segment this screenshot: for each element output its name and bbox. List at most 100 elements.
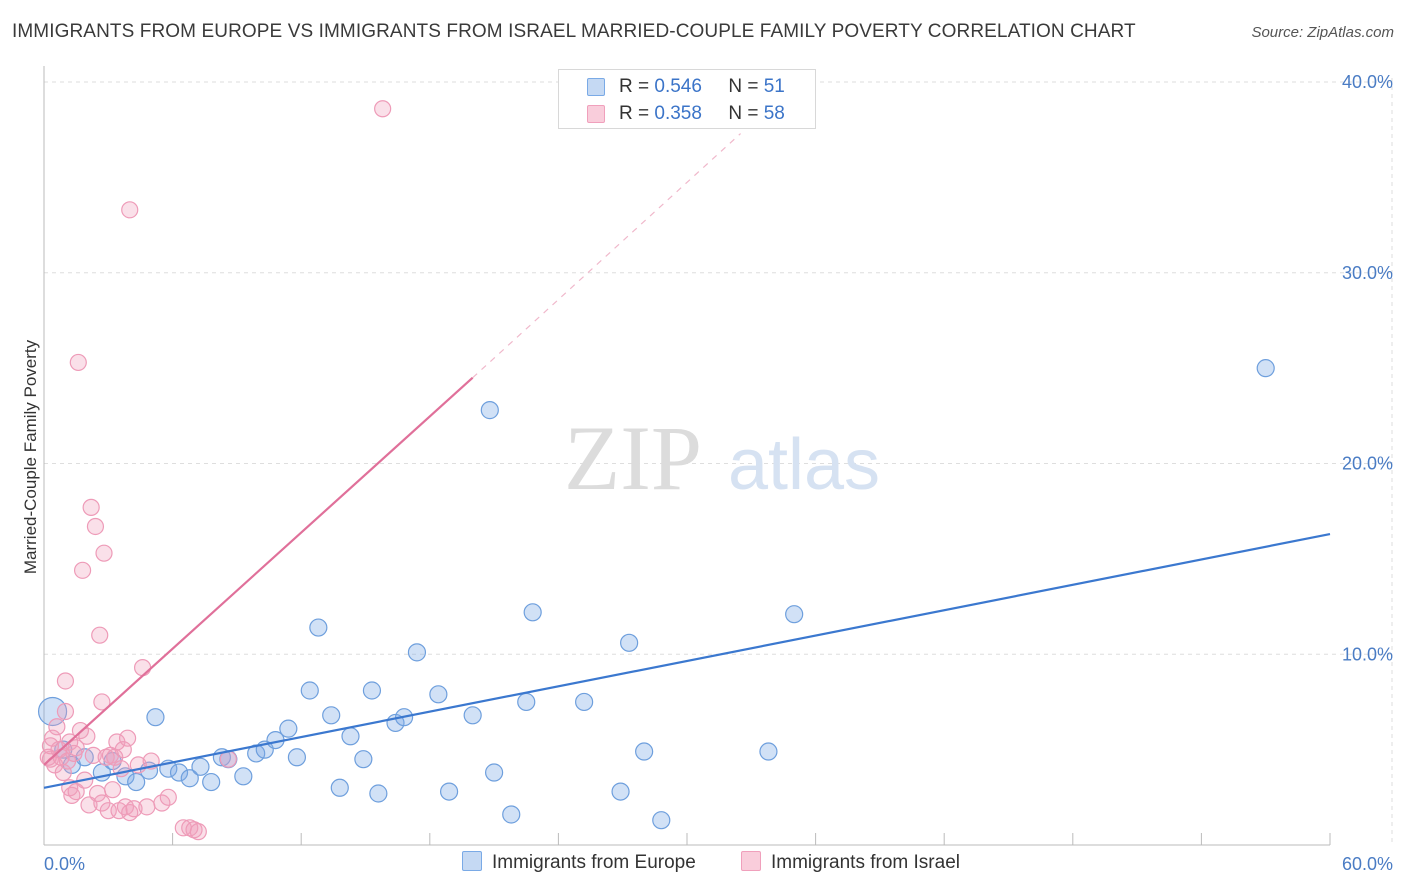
legend-r-value-europe: 0.546 [654, 76, 702, 97]
europe-trend-line [43, 533, 1331, 789]
bottom-legend-israel: Immigrants from Israel [741, 851, 960, 874]
israel-point [133, 659, 152, 677]
source-label: Source: ZipAtlas.com [1251, 24, 1394, 41]
europe-point [309, 618, 328, 637]
bottom-legend-label-europe: Immigrants from Europe [492, 852, 696, 873]
legend-r-label-europe: R = [619, 76, 650, 97]
europe-point [180, 769, 199, 788]
israel-point [103, 781, 122, 799]
europe-point [652, 811, 671, 830]
bottom-legend-swatch-europe [462, 851, 482, 871]
europe-point [127, 772, 146, 792]
gridlines [44, 78, 1393, 845]
bottom-legend-europe: Immigrants from Europe [462, 851, 696, 874]
europe-point [620, 633, 639, 652]
europe-point [480, 401, 499, 420]
israel-point [118, 729, 137, 747]
europe-point [279, 719, 298, 738]
trend-lines [43, 133, 1331, 789]
europe-point [234, 767, 253, 786]
europe-point [575, 692, 594, 712]
y-tick-label: 10.0% [1342, 644, 1393, 664]
europe-point [635, 742, 654, 761]
europe-point [463, 706, 482, 725]
europe-point [429, 685, 448, 704]
israel-point [78, 727, 96, 745]
europe-point [485, 763, 504, 782]
israel-point [91, 626, 109, 644]
europe-point [759, 742, 778, 761]
europe-point [322, 706, 341, 725]
europe-point [341, 727, 360, 746]
watermark-atlas: atlas [728, 425, 880, 505]
legend-r-value-israel: 0.358 [654, 103, 702, 124]
bottom-legend-swatch-israel [741, 851, 761, 871]
legend-row-israel: R = 0.358 N = 58 [559, 101, 815, 127]
europe-point [354, 750, 373, 769]
israel-point [86, 517, 105, 536]
israel-point [84, 746, 102, 764]
legend-row-europe: R = 0.546 N = 51 [559, 74, 815, 100]
series-israel-points [39, 100, 392, 841]
israel-point [56, 702, 75, 721]
europe-point [369, 784, 388, 803]
israel-point [125, 800, 143, 818]
europe-point [330, 778, 349, 797]
legend-swatch-israel [587, 105, 605, 123]
europe-point [1256, 359, 1275, 378]
israel-point [56, 672, 75, 690]
europe-point [202, 772, 221, 792]
israel-point [82, 498, 100, 516]
europe-point [611, 782, 630, 801]
y-tick-labels: 10.0% 20.0% 30.0% 40.0% [1342, 72, 1393, 664]
legend-n-value-israel: 58 [763, 103, 785, 124]
watermark: ZIP atlas [564, 407, 880, 509]
legend-swatch-europe [587, 78, 605, 96]
europe-point [287, 748, 307, 767]
europe-point [300, 681, 319, 700]
europe-point [191, 757, 210, 776]
israel-point [73, 561, 92, 579]
israel-point [80, 796, 98, 814]
correlation-legend: R = 0.546 N = 51 R = 0.358 N = 58 [558, 69, 816, 129]
y-tick-label: 40.0% [1342, 72, 1393, 92]
x-tick-label-min: 0.0% [44, 854, 85, 874]
europe-point [169, 763, 189, 782]
europe-point [523, 603, 542, 622]
y-tick-label: 20.0% [1342, 454, 1393, 474]
europe-point [502, 805, 521, 824]
axes [43, 66, 1331, 846]
europe-point [146, 708, 165, 727]
chart-title: IMMIGRANTS FROM EUROPE VS IMMIGRANTS FRO… [12, 21, 1136, 42]
legend-r-label-israel: R = [619, 103, 650, 124]
y-tick-label: 30.0% [1342, 263, 1393, 283]
x-tick-labels: 0.0% 60.0% [44, 854, 1393, 874]
bottom-legend-label-israel: Immigrants from Israel [771, 852, 960, 873]
europe-point [37, 696, 68, 727]
legend-n-label-israel: N = [728, 103, 759, 124]
legend-text-europe: R = 0.546 N = 51 [619, 76, 785, 98]
x-tick-label-max: 60.0% [1342, 854, 1393, 874]
israel-point [41, 737, 60, 755]
europe-point [407, 643, 427, 662]
israel-point [153, 794, 171, 812]
israel-point [93, 693, 111, 711]
israel-point [69, 353, 87, 372]
israel-point [189, 823, 207, 841]
europe-point [785, 605, 804, 624]
legend-n-value-europe: 51 [763, 76, 785, 97]
israel-point [48, 718, 66, 736]
israel-point [67, 739, 85, 757]
israel-point [159, 788, 177, 806]
europe-point [439, 782, 459, 801]
israel-trend-extension [472, 133, 741, 379]
israel-point [138, 798, 156, 816]
israel-point [67, 782, 85, 801]
y-axis-label: Married-Couple Family Poverty [21, 339, 40, 574]
israel-trend-line [43, 376, 474, 766]
israel-point [95, 544, 113, 562]
israel-point [374, 100, 392, 118]
watermark-zip: ZIP [564, 407, 702, 509]
israel-point [121, 201, 139, 219]
